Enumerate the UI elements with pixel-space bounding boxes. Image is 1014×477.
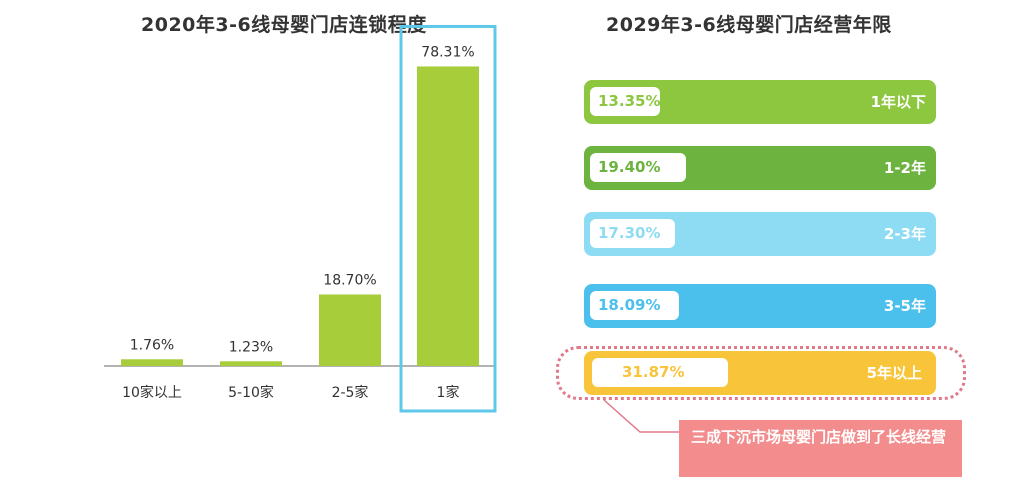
value-label: 78.31%: [421, 44, 474, 60]
duration-category-label: 2-3年: [883, 225, 926, 243]
duration-value-pill: 31.87%: [592, 358, 728, 387]
duration-category-label: 3-5年: [883, 297, 926, 315]
duration-value-pill: 18.09%: [590, 291, 680, 320]
category-label: 1家: [437, 384, 460, 401]
bar: [417, 66, 479, 367]
duration-value-pill: 17.30%: [590, 219, 676, 248]
bar: [319, 294, 381, 366]
highlight-frame: [399, 24, 497, 413]
bar-chart: 1.76% 10家以上 1.23% 5-10家 18.70% 2-5家 78.31% 1家: [104, 24, 497, 413]
category-label: 10家以上: [122, 384, 182, 401]
value-label: 18.70%: [323, 272, 376, 288]
value-label: 1.76%: [130, 337, 174, 353]
category-label: 5-10家: [228, 384, 274, 401]
duration-value-pill: 13.35%: [590, 87, 660, 116]
duration-category-label: 5年以上: [866, 364, 922, 382]
duration-row: 13.35% 1年以下: [584, 80, 936, 124]
duration-category-label: 1-2年: [883, 159, 926, 177]
duration-row: 31.87% 5年以上: [584, 351, 936, 395]
bar: [121, 359, 183, 366]
value-label: 1.23%: [229, 339, 273, 355]
bar: [220, 361, 282, 366]
category-label: 2-5家: [332, 384, 369, 401]
duration-value-pill: 19.40%: [590, 153, 686, 182]
duration-row: 18.09% 3-5年: [584, 284, 936, 328]
callout-box: 三成下沉市场母婴门店做到了长线经营: [679, 420, 962, 477]
highlight-dotted-frame: [556, 346, 966, 400]
duration-row: 17.30% 2-3年: [584, 212, 936, 256]
duration-category-label: 1年以下: [870, 93, 926, 111]
right-chart-title: 2029年3-6线母婴门店经营年限: [606, 14, 892, 36]
left-chart-title: 2020年3-6线母婴门店连锁程度: [141, 14, 427, 36]
duration-row: 19.40% 1-2年: [584, 146, 936, 190]
